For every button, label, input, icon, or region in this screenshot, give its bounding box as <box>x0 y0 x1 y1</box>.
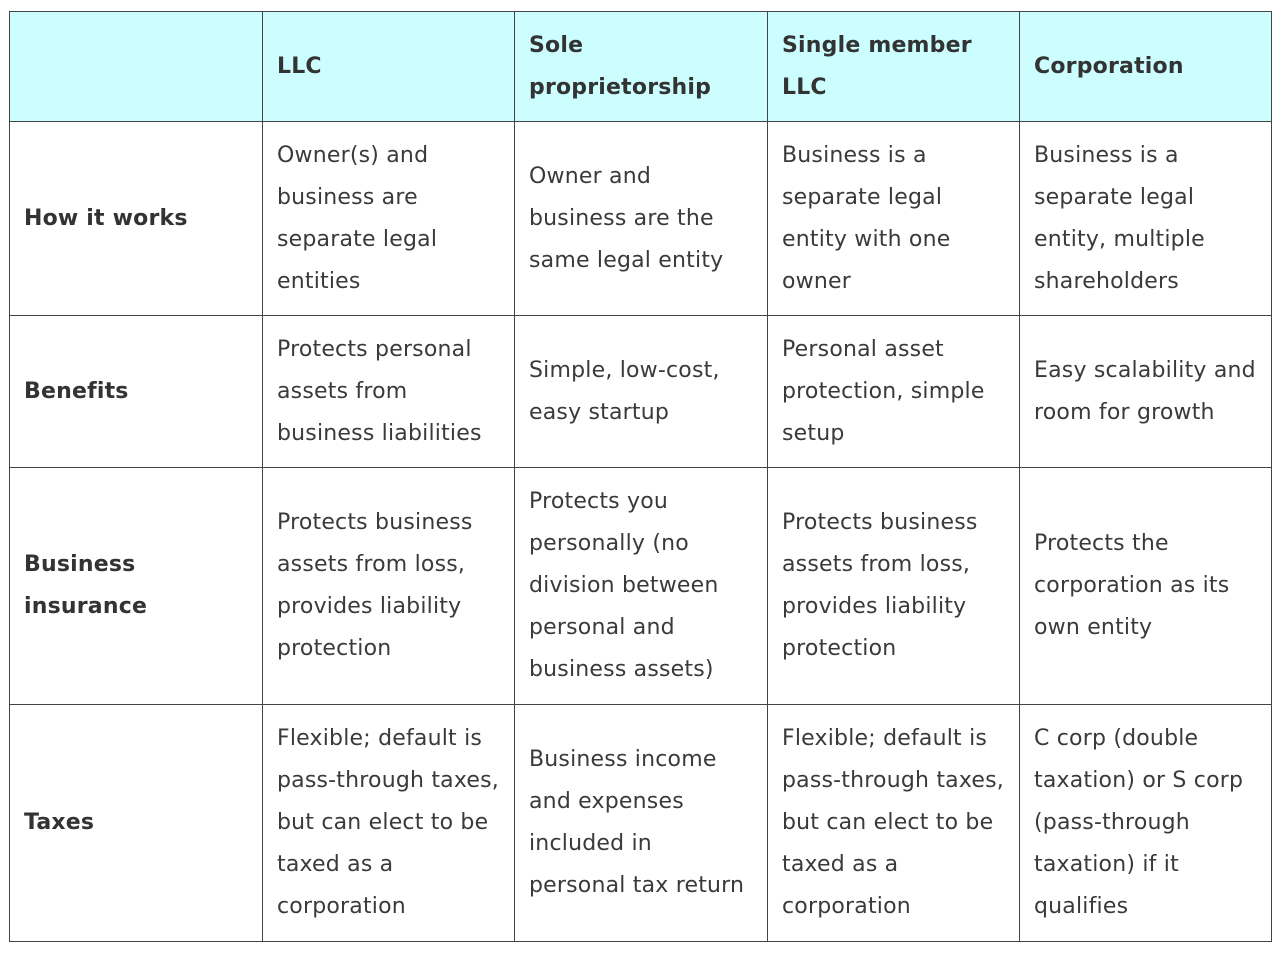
table-row-business-insurance: Business insurance Protects business ass… <box>9 467 1272 705</box>
table-cell: Personal asset protection, simple setup <box>767 315 1020 468</box>
table-cell: Flexible; default is pass-through taxes,… <box>262 704 515 942</box>
row-label: Taxes <box>9 704 263 942</box>
table-cell: Protects you personally (no division bet… <box>514 467 768 705</box>
row-label: Business insurance <box>9 467 263 705</box>
table-cell: Protects personal assets from business l… <box>262 315 515 468</box>
table-cell: C corp (double taxation) or S corp (pass… <box>1019 704 1272 942</box>
row-label: Benefits <box>9 315 263 468</box>
table-cell: Owner and business are the same legal en… <box>514 121 768 316</box>
row-label: How it works <box>9 121 263 316</box>
header-row: LLC Sole proprietorship Single member LL… <box>9 11 1272 122</box>
table-cell: Business is a separate legal entity, mul… <box>1019 121 1272 316</box>
table-row-how-it-works: How it works Owner(s) and business are s… <box>9 121 1272 316</box>
table-row-benefits: Benefits Protects personal assets from b… <box>9 315 1272 468</box>
table-cell: Simple, low-cost, easy startup <box>514 315 768 468</box>
header-empty-cell <box>9 11 263 122</box>
table-cell: Business income and expenses included in… <box>514 704 768 942</box>
table-cell: Easy scalability and room for growth <box>1019 315 1272 468</box>
table-cell: Protects business assets from loss, prov… <box>767 467 1020 705</box>
table-cell: Protects business assets from loss, prov… <box>262 467 515 705</box>
header-single-member-llc: Single member LLC <box>767 11 1020 122</box>
table-cell: Protects the corporation as its own enti… <box>1019 467 1272 705</box>
table-row-taxes: Taxes Flexible; default is pass-through … <box>9 704 1272 942</box>
header-llc: LLC <box>262 11 515 122</box>
table-cell: Owner(s) and business are separate legal… <box>262 121 515 316</box>
business-structure-comparison-table: LLC Sole proprietorship Single member LL… <box>9 11 1272 942</box>
table-cell: Flexible; default is pass-through taxes,… <box>767 704 1020 942</box>
table-cell: Business is a separate legal entity with… <box>767 121 1020 316</box>
header-sole-proprietorship: Sole proprietorship <box>514 11 768 122</box>
header-corporation: Corporation <box>1019 11 1272 122</box>
